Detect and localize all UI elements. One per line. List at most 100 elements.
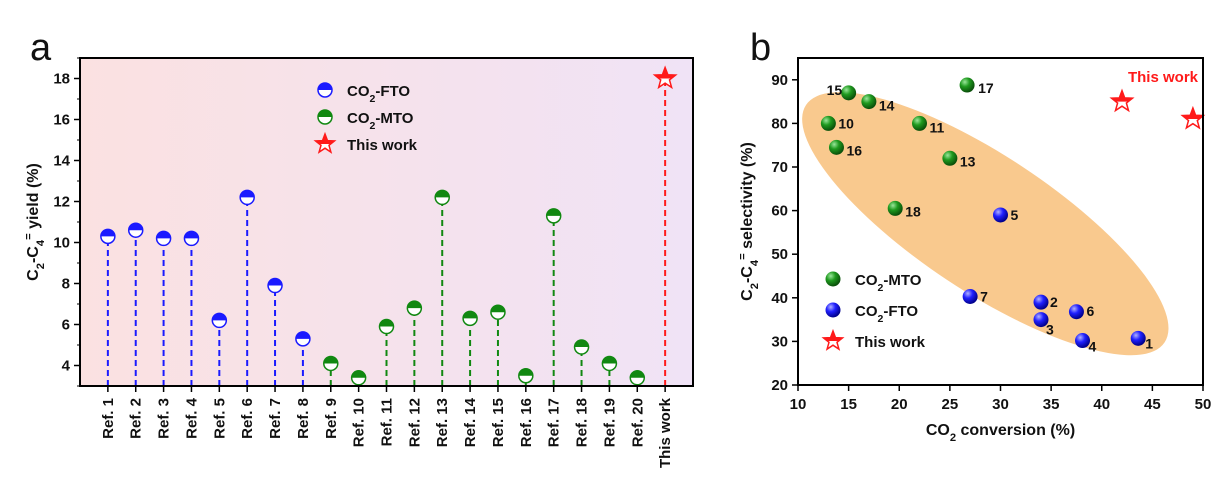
point-label: 17 bbox=[978, 80, 994, 96]
point-label: 16 bbox=[846, 142, 862, 158]
y-tick-label: 10 bbox=[53, 235, 70, 252]
x-tick-label: Ref. 16 bbox=[518, 398, 535, 447]
plot-frame bbox=[79, 57, 694, 387]
this-work-annotation: This work bbox=[1128, 69, 1199, 86]
x-tick-label: Ref. 17 bbox=[546, 398, 563, 447]
data-point-fill bbox=[240, 190, 255, 198]
y-tick-label: 70 bbox=[771, 159, 788, 176]
y-tick-label: 50 bbox=[771, 246, 788, 263]
data-point-fill bbox=[351, 370, 366, 378]
data-point-fill bbox=[546, 208, 561, 216]
x-axis-label-part: 2 bbox=[950, 432, 956, 444]
x-tick-label: 10 bbox=[790, 396, 807, 413]
point-label: 1 bbox=[1145, 335, 1153, 351]
scatter-point bbox=[959, 77, 975, 93]
x-tick-label: 50 bbox=[1195, 396, 1212, 413]
y-tick-label: 60 bbox=[771, 203, 788, 220]
data-point-fill bbox=[574, 340, 589, 348]
scatter-point bbox=[912, 115, 927, 131]
y-axis-label: C2-C4= yield (%) bbox=[23, 163, 47, 281]
point-label: 5 bbox=[1011, 207, 1019, 223]
point-label: 11 bbox=[930, 119, 945, 135]
x-tick-label: Ref. 2 bbox=[128, 398, 145, 439]
legend-label-part: -MTO bbox=[375, 110, 413, 127]
scatter-point bbox=[861, 94, 877, 110]
point-label: 14 bbox=[879, 98, 895, 114]
x-tick-label: 25 bbox=[942, 396, 959, 413]
data-point-fill bbox=[212, 313, 227, 321]
x-tick-label: Ref. 1 bbox=[100, 398, 117, 439]
x-tick-label: Ref. 11 bbox=[379, 398, 396, 446]
x-tick-label: Ref. 6 bbox=[239, 398, 256, 439]
data-point-fill bbox=[602, 356, 617, 364]
data-point-fill bbox=[128, 223, 143, 231]
x-tick-label: 20 bbox=[891, 396, 908, 413]
x-tick-label: Ref. 5 bbox=[211, 398, 228, 439]
x-tick-label: Ref. 10 bbox=[351, 398, 368, 447]
this-work-star-fill bbox=[1111, 90, 1133, 102]
data-point-fill bbox=[184, 231, 199, 239]
legend-star-icon-fill bbox=[315, 134, 335, 144]
legend-marker-icon bbox=[825, 302, 841, 318]
y-axis-label-part: C bbox=[739, 289, 756, 301]
legend-label-part: CO bbox=[855, 272, 878, 289]
legend-marker-icon bbox=[825, 271, 841, 287]
scatter-point bbox=[841, 85, 857, 101]
x-axis-label-part: CO bbox=[926, 422, 950, 439]
y-tick-label: 12 bbox=[53, 194, 70, 211]
x-tick-label: 45 bbox=[1144, 396, 1161, 413]
legend-label-part: 2 bbox=[878, 282, 884, 294]
scatter-point bbox=[942, 150, 958, 166]
scatter-point bbox=[1033, 294, 1049, 310]
point-label: 3 bbox=[1046, 322, 1054, 338]
x-tick-label: Ref. 3 bbox=[156, 398, 173, 439]
this-work-star-fill bbox=[1182, 108, 1204, 120]
data-point-fill bbox=[490, 305, 505, 313]
data-point-fill bbox=[518, 368, 533, 376]
y-axis-label-part: selectivity (%) bbox=[739, 142, 756, 253]
legend-label-part: This work bbox=[347, 137, 418, 154]
plot-frame bbox=[797, 57, 1204, 386]
data-point-fill bbox=[156, 231, 171, 239]
y-axis-label-part: -C bbox=[25, 246, 42, 263]
legend-marker-icon-fill bbox=[318, 83, 332, 90]
legend-label-part: 2 bbox=[878, 313, 884, 325]
legend-label: CO2-MTO bbox=[347, 110, 414, 132]
point-label: 2 bbox=[1050, 294, 1058, 310]
y-axis-label-part: 4 bbox=[35, 239, 47, 246]
y-tick-label: 14 bbox=[53, 153, 70, 170]
y-axis-label-part: -C bbox=[739, 266, 756, 283]
point-label: 10 bbox=[838, 115, 854, 131]
legend-label: CO2-FTO bbox=[855, 303, 918, 325]
x-tick-label: 35 bbox=[1043, 396, 1060, 413]
y-axis-label-part: 2 bbox=[749, 283, 761, 289]
y-axis-label-part: 4 bbox=[749, 259, 761, 266]
scatter-point bbox=[887, 200, 903, 216]
data-point-fill bbox=[435, 190, 450, 198]
legend-label-part: CO bbox=[347, 110, 370, 127]
legend-label-part: This work bbox=[855, 334, 926, 351]
y-tick-label: 30 bbox=[771, 333, 788, 350]
plot-background bbox=[80, 58, 693, 386]
data-point-fill bbox=[630, 370, 645, 378]
y-tick-label: 16 bbox=[53, 112, 70, 129]
y-tick-label: 8 bbox=[62, 276, 70, 293]
x-tick-label: Ref. 4 bbox=[183, 397, 200, 439]
x-tick-label: 40 bbox=[1093, 396, 1110, 413]
legend-label: CO2-MTO bbox=[855, 272, 922, 294]
data-star-fill bbox=[654, 67, 676, 79]
point-label: 15 bbox=[827, 82, 843, 98]
scatter-point bbox=[1068, 304, 1084, 320]
y-axis-label-part: yield (%) bbox=[25, 163, 42, 233]
x-tick-label: Ref. 9 bbox=[323, 398, 340, 439]
legend-label-part: -FTO bbox=[375, 83, 410, 100]
scatter-point bbox=[1033, 312, 1049, 328]
y-tick-label: 6 bbox=[62, 317, 70, 334]
y-tick-label: 18 bbox=[53, 71, 70, 88]
x-tick-label: Ref. 18 bbox=[574, 398, 591, 447]
data-point-fill bbox=[407, 301, 422, 309]
scatter-point bbox=[1075, 333, 1091, 349]
